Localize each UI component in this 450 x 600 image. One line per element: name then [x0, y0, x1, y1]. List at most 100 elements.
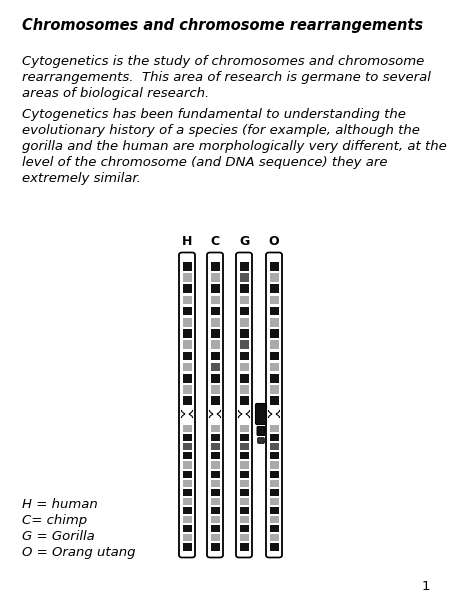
Bar [183, 284, 192, 293]
Text: evolutionary history of a species (for example, although the: evolutionary history of a species (for e… [22, 124, 420, 137]
Bar [267, 410, 280, 418]
Bar [183, 425, 192, 432]
Bar [270, 507, 279, 514]
Bar [270, 329, 279, 338]
Bar [239, 470, 248, 478]
Bar [183, 470, 192, 478]
Bar [239, 461, 248, 469]
Bar [270, 296, 279, 304]
Bar [211, 362, 220, 371]
Bar [211, 516, 220, 523]
Bar [270, 452, 279, 460]
Bar [239, 479, 248, 487]
Bar [239, 329, 248, 338]
FancyBboxPatch shape [256, 403, 266, 425]
Text: H = human: H = human [22, 498, 98, 511]
Bar [270, 362, 279, 371]
Bar [211, 340, 220, 349]
Bar [239, 362, 248, 371]
Bar [270, 307, 279, 316]
Text: G = Gorilla: G = Gorilla [22, 530, 95, 543]
Bar [211, 284, 220, 293]
Bar [270, 374, 279, 383]
Bar [239, 396, 248, 405]
Bar [239, 534, 248, 541]
Bar [239, 352, 248, 360]
Bar [183, 307, 192, 316]
Bar [211, 461, 220, 469]
Text: Chromosomes and chromosome rearrangements: Chromosomes and chromosome rearrangement… [22, 18, 423, 33]
Bar [183, 461, 192, 469]
Text: gorilla and the human are morphologically very different, at the: gorilla and the human are morphologicall… [22, 140, 447, 153]
Bar [183, 498, 192, 505]
Bar [183, 362, 192, 371]
Bar [211, 329, 220, 338]
Bar [239, 273, 248, 282]
Bar [270, 273, 279, 282]
Bar [270, 284, 279, 293]
Text: extremely similar.: extremely similar. [22, 172, 141, 185]
Bar [211, 352, 220, 360]
Bar [239, 425, 248, 432]
Bar [239, 340, 248, 349]
Text: C= chimp: C= chimp [22, 514, 87, 527]
FancyBboxPatch shape [257, 427, 265, 436]
Bar [183, 329, 192, 338]
Bar [211, 452, 220, 460]
Bar [270, 318, 279, 326]
FancyBboxPatch shape [207, 253, 223, 557]
Bar [211, 307, 220, 316]
Bar [211, 525, 220, 532]
Bar [239, 284, 248, 293]
Bar [183, 507, 192, 514]
FancyBboxPatch shape [236, 253, 252, 557]
Text: 1: 1 [422, 580, 430, 593]
Text: C: C [211, 235, 220, 248]
Bar [211, 273, 220, 282]
Bar [239, 525, 248, 532]
Bar [270, 262, 279, 271]
Bar [238, 410, 251, 418]
Bar [211, 318, 220, 326]
Bar [239, 452, 248, 460]
Bar [239, 307, 248, 316]
Text: G: G [239, 235, 249, 248]
Bar [270, 516, 279, 523]
Bar [180, 410, 194, 418]
Bar [183, 262, 192, 271]
Bar [211, 434, 220, 441]
Bar [183, 544, 192, 551]
Bar [270, 544, 279, 551]
Bar [270, 434, 279, 441]
Bar [183, 479, 192, 487]
Bar [239, 443, 248, 451]
Text: areas of biological research.: areas of biological research. [22, 87, 209, 100]
Bar [270, 425, 279, 432]
Bar [211, 479, 220, 487]
Bar [270, 534, 279, 541]
Bar [270, 396, 279, 405]
Bar [211, 396, 220, 405]
Bar [183, 396, 192, 405]
Bar [270, 498, 279, 505]
Bar [211, 262, 220, 271]
FancyBboxPatch shape [179, 253, 195, 557]
Bar [239, 318, 248, 326]
Bar [183, 296, 192, 304]
Bar [211, 374, 220, 383]
Bar [183, 318, 192, 326]
Bar [270, 470, 279, 478]
Text: O = Orang utang: O = Orang utang [22, 546, 135, 559]
Text: H: H [182, 235, 192, 248]
Bar [183, 452, 192, 460]
Bar [183, 516, 192, 523]
Bar [239, 544, 248, 551]
Bar [211, 507, 220, 514]
Text: rearrangements.  This area of research is germane to several: rearrangements. This area of research is… [22, 71, 431, 84]
Bar [211, 425, 220, 432]
Bar [211, 470, 220, 478]
Bar [183, 489, 192, 496]
Bar [270, 340, 279, 349]
Bar [239, 498, 248, 505]
Bar [270, 461, 279, 469]
